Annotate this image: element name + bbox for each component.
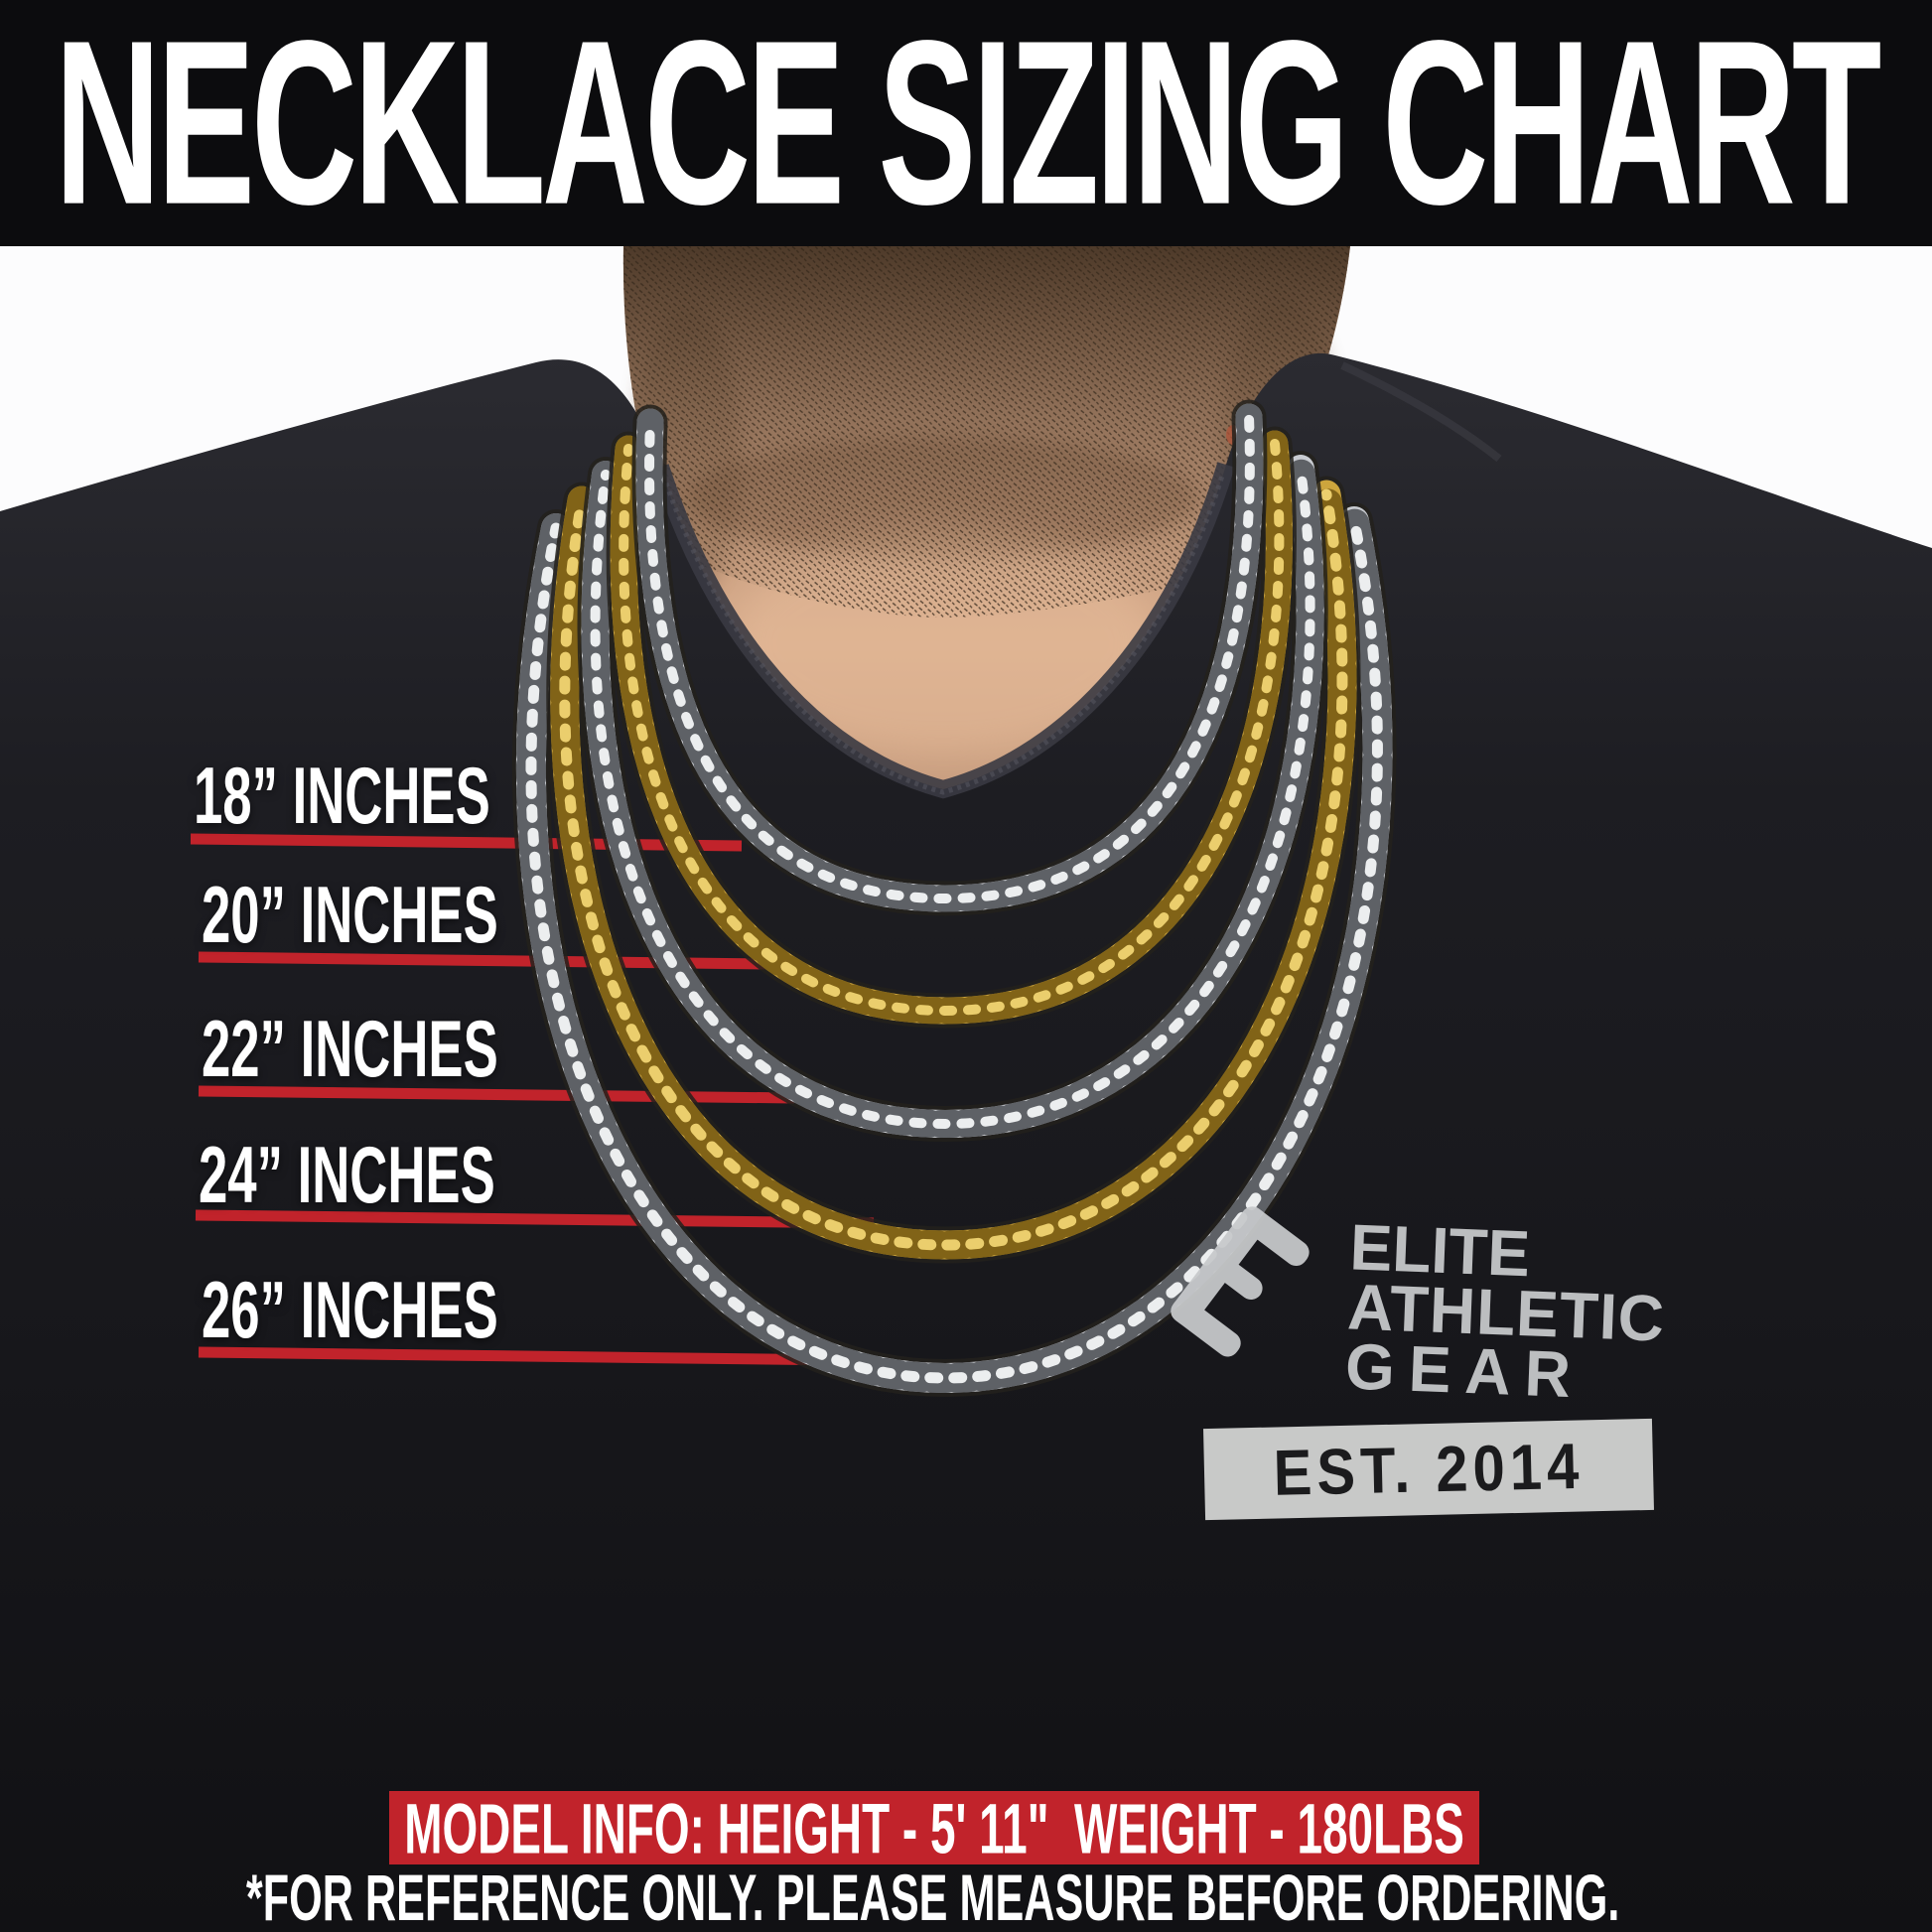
size-leader-lines [190, 833, 875, 1366]
size-label-18: 18” INCHES [194, 752, 490, 841]
leader-line-22 [198, 1085, 795, 1104]
collar-rib-highlight [660, 472, 1226, 795]
page-title: NECKLACE SIZING CHART [54, 0, 1881, 254]
chain-24-gold [546, 476, 1361, 1264]
shoulder-seam-right [1340, 361, 1502, 463]
leader-line-18 [190, 833, 743, 852]
size-label-22: 22” INCHES [202, 1005, 498, 1094]
chain-20-gold [606, 426, 1297, 1029]
model-info-bar: MODEL INFO: HEIGHT - 5' 11" WEIGHT - 180… [389, 1788, 1479, 1867]
chain-22-silver [577, 451, 1328, 1143]
est-badge-text: EST. 2014 [1272, 1430, 1586, 1509]
chain-18-silver [631, 399, 1268, 916]
est-badge: EST. 2014 [1203, 1418, 1654, 1521]
chain-26-silver [512, 502, 1397, 1398]
disclaimer-text: *FOR REFERENCE ONLY. PLEASE MEASURE BEFO… [246, 1862, 1620, 1932]
brand-wordmark: ELITE ATHLETIC GEAR [1343, 1210, 1668, 1412]
model-info-text: MODEL INFO: HEIGHT - 5' 11" WEIGHT - 180… [404, 1787, 1464, 1868]
size-label-26: 26” INCHES [202, 1266, 498, 1355]
tshirt-body [0, 353, 1932, 1932]
stubble-shading [622, 246, 1350, 618]
header-bar: NECKLACE SIZING CHART [0, 0, 1932, 253]
tshirt [0, 353, 1932, 1932]
size-label-24: 24” INCHES [199, 1131, 495, 1220]
size-label-20: 20” INCHES [202, 871, 498, 960]
brand-logo: ELITE ATHLETIC GEAR EST. 2014 [1171, 1206, 1721, 1545]
leader-line-26 [198, 1346, 850, 1366]
model-neck [622, 246, 1350, 802]
leader-line-24 [195, 1209, 875, 1229]
disclaimer: *FOR REFERENCE ONLY. PLEASE MEASURE BEFO… [246, 1862, 1619, 1932]
brand-e-mark-icon [1171, 1206, 1310, 1357]
brand-line-gear: GEAR [1343, 1329, 1587, 1412]
